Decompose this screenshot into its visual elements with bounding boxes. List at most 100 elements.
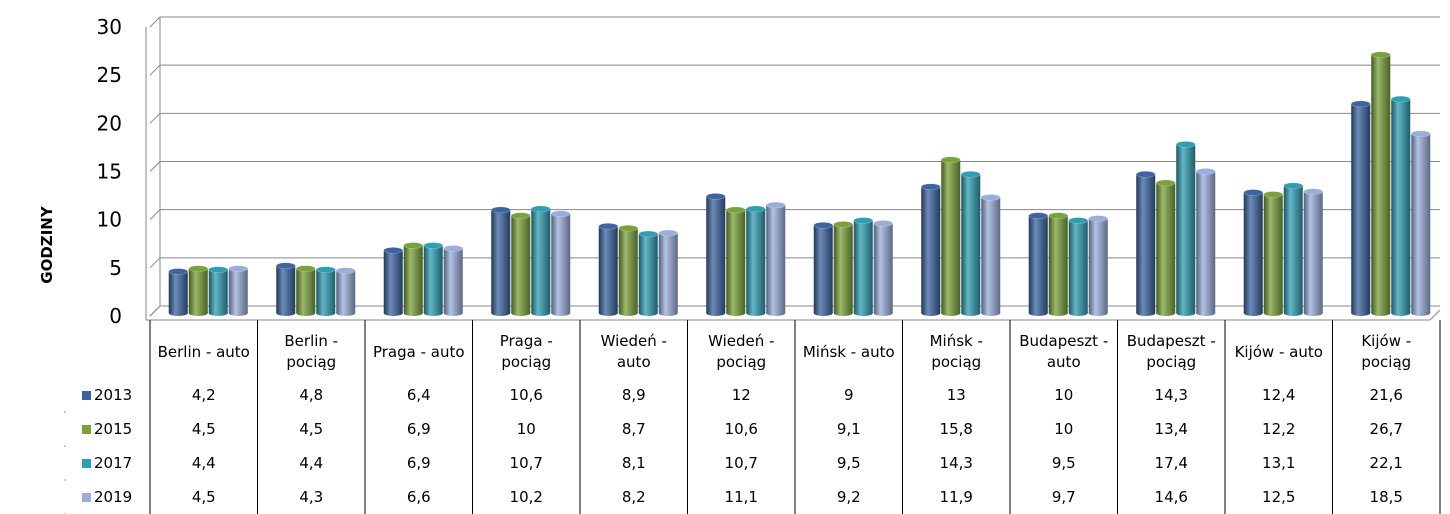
- bar: [443, 245, 463, 316]
- bar-bottom: [961, 310, 981, 316]
- table-value: 6,9: [406, 453, 431, 472]
- category-label: Mińsk - auto: [802, 342, 895, 361]
- bar-top: [1028, 212, 1048, 219]
- bar-body: [423, 245, 443, 313]
- bar-body: [1243, 192, 1263, 313]
- table-value: 12,4: [1262, 385, 1296, 404]
- bar-top: [638, 230, 658, 238]
- bar-top: [531, 205, 551, 213]
- bar: [1263, 191, 1283, 316]
- bar-top: [981, 194, 1001, 201]
- bar: [403, 242, 423, 316]
- bar-body: [336, 270, 356, 313]
- bar-top: [598, 223, 618, 230]
- category-label: Praga - pociąg: [499, 332, 553, 371]
- bar-top: [423, 242, 443, 249]
- bar: [1048, 212, 1068, 316]
- bar: [316, 266, 336, 316]
- bar-body: [1048, 215, 1068, 313]
- bar-top: [706, 193, 726, 200]
- bar-body: [551, 213, 571, 313]
- bar-top: [296, 265, 316, 272]
- legend-entry: 2013: [82, 378, 132, 412]
- table-value: 4,5: [299, 419, 324, 438]
- bar-top: [1303, 188, 1323, 195]
- bar-bottom: [188, 310, 208, 316]
- bar-top: [658, 229, 678, 237]
- bar-bottom: [296, 310, 316, 316]
- bar-top: [1371, 51, 1391, 59]
- y-tick-label: 20: [97, 111, 122, 135]
- bar: [511, 212, 531, 316]
- y-tick-label: 25: [97, 63, 122, 87]
- bar-top: [726, 206, 746, 214]
- bar-top: [1156, 179, 1176, 187]
- bar: [168, 268, 188, 316]
- y-tick-label: 5: [109, 256, 122, 280]
- bar-bottom: [638, 310, 658, 316]
- legend-entry: 2015: [82, 412, 132, 446]
- bar: [873, 220, 893, 316]
- table-value: 13,1: [1262, 453, 1296, 472]
- bar-top: [1136, 170, 1156, 178]
- table-value: 11,1: [724, 487, 758, 506]
- bar-bottom: [1088, 310, 1108, 316]
- bar-bottom: [168, 310, 188, 316]
- table-value: 8,9: [621, 385, 646, 404]
- bar-top: [961, 170, 981, 178]
- bar-body: [491, 209, 511, 313]
- bar-body: [531, 208, 551, 313]
- legend-label: 2013: [94, 386, 133, 404]
- bar-body: [1391, 99, 1411, 313]
- table-value: 8,7: [621, 419, 646, 438]
- table-value: 4,4: [299, 453, 324, 472]
- bar-body: [766, 205, 786, 313]
- bar-top: [168, 268, 188, 275]
- bar-top: [1283, 182, 1303, 190]
- table-value: 9,1: [836, 419, 861, 438]
- bar-top: [188, 265, 208, 272]
- bar-bottom: [1391, 310, 1411, 316]
- table-value: 11,9: [939, 487, 973, 506]
- table-value: 9,5: [1051, 453, 1076, 472]
- bar-top: [1088, 215, 1108, 222]
- bar-top: [443, 245, 463, 252]
- bar-top: [383, 247, 403, 254]
- bar-body: [208, 269, 228, 313]
- bar-top: [853, 217, 873, 224]
- bar: [813, 222, 833, 316]
- table-value: 18,5: [1369, 487, 1403, 506]
- bar-body: [638, 233, 658, 313]
- bar-bottom: [598, 310, 618, 316]
- bar-top: [1048, 212, 1068, 219]
- legend-swatch: [82, 458, 91, 468]
- bar-bottom: [746, 310, 766, 316]
- bar-top: [1068, 217, 1088, 224]
- table-value: 13: [946, 385, 966, 404]
- bar-body: [296, 268, 316, 313]
- bar-top: [1351, 100, 1371, 108]
- bar-top: [276, 262, 296, 270]
- bar-body: [813, 225, 833, 313]
- table-value: 9: [843, 385, 854, 404]
- bar-bottom: [766, 310, 786, 316]
- bar-top: [813, 222, 833, 229]
- bar-top: [551, 210, 571, 217]
- x-axis: [1429, 309, 1441, 321]
- bar: [598, 223, 618, 316]
- bar-top: [1391, 95, 1411, 103]
- table-value: 21,6: [1369, 385, 1403, 404]
- bar-body: [921, 186, 941, 313]
- table-value: 6,4: [406, 385, 431, 404]
- bar-body: [316, 269, 336, 313]
- bar: [1283, 182, 1303, 316]
- category-label: Berlin - pociąg: [284, 332, 339, 371]
- bar-body: [961, 174, 981, 313]
- legend-label: 2015: [94, 420, 133, 438]
- bar: [188, 265, 208, 316]
- bar: [296, 265, 316, 316]
- table-value: 12: [731, 385, 751, 404]
- grid-line: [149, 161, 1440, 172]
- table-value: 10,6: [509, 385, 543, 404]
- bar-bottom: [208, 310, 228, 316]
